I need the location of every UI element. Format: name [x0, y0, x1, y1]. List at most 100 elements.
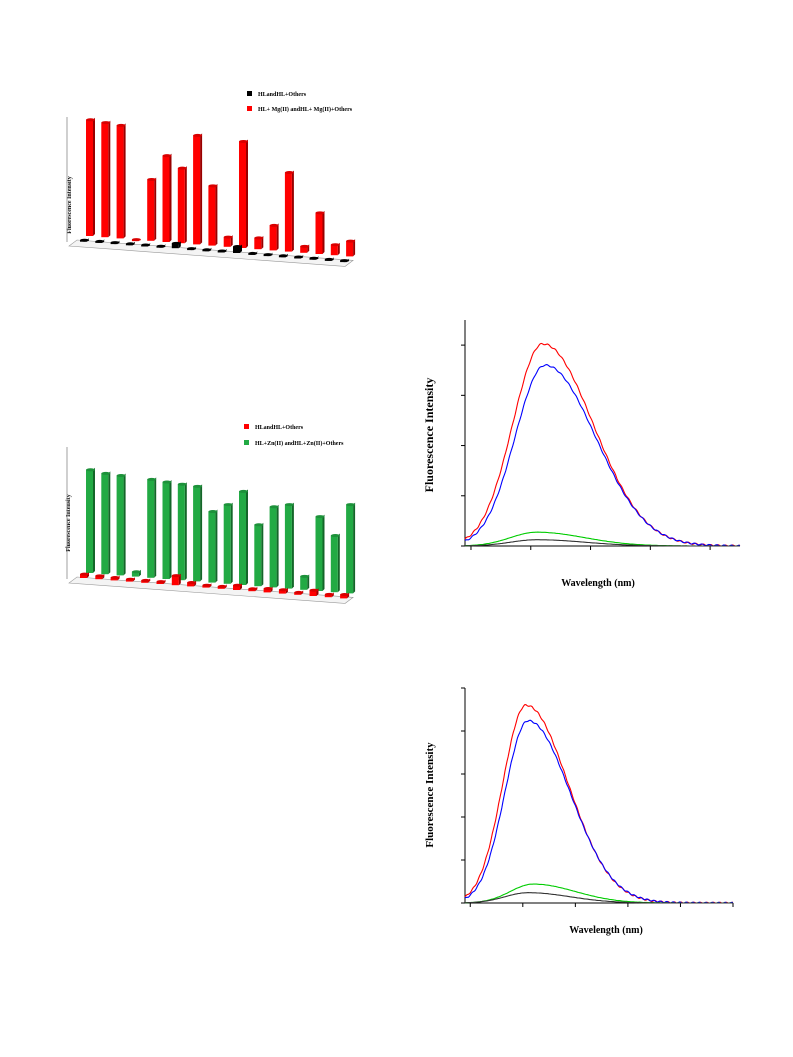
- bar-reference: [309, 256, 319, 260]
- bar-side: [215, 183, 218, 246]
- bar-side: [108, 471, 111, 575]
- bar-top: [269, 223, 279, 227]
- bar-reference: [125, 577, 135, 582]
- bar-top: [315, 211, 325, 215]
- bar-top: [239, 139, 248, 143]
- bar-reference: [187, 246, 197, 251]
- bar-main: [254, 522, 264, 587]
- bar-reference: [324, 257, 334, 261]
- bar-top: [330, 243, 340, 247]
- bar-reference: [187, 580, 197, 587]
- legend-label-1: HLandHL+Others: [255, 425, 304, 431]
- legend-label-2: HL+Zn(II) andHL+Zn(II)+Others: [255, 440, 344, 447]
- bar-top: [110, 576, 120, 580]
- bar-top: [208, 510, 218, 514]
- bar-top: [202, 248, 212, 252]
- bar-reference: [263, 586, 273, 593]
- bar-top: [86, 118, 95, 122]
- bar-main: [177, 482, 187, 581]
- bar-top: [193, 484, 203, 488]
- bar-face: [269, 506, 277, 588]
- bar-main: [101, 120, 111, 238]
- bar-face: [284, 172, 292, 252]
- bar-top: [80, 238, 89, 242]
- bar-top: [346, 239, 356, 243]
- bar-top: [187, 581, 197, 585]
- bar-reference: [217, 584, 227, 589]
- bar-reference: [340, 258, 350, 263]
- bar-face: [315, 516, 323, 591]
- bar-face: [171, 575, 179, 586]
- bar-top: [171, 574, 181, 578]
- bar-reference: [248, 251, 258, 255]
- legend: HLandHL+Others HL+Zn(II) andHL+Zn(II)+Ot…: [244, 424, 344, 447]
- bar-main: [239, 139, 248, 248]
- bar-main: [147, 177, 157, 241]
- bar-main: [254, 235, 264, 250]
- bar-face: [284, 504, 292, 589]
- bar-side: [108, 120, 111, 238]
- bar-main: [116, 123, 126, 239]
- bar-face: [147, 179, 155, 241]
- bar-reference: [95, 573, 105, 580]
- bar-side: [291, 170, 294, 252]
- bar-main: [162, 153, 172, 242]
- bar-side: [291, 502, 294, 589]
- bar-side: [261, 522, 264, 587]
- bar-side: [93, 467, 95, 573]
- bar-top: [125, 242, 135, 246]
- bar-face: [116, 475, 124, 576]
- spectrum-series-4: [465, 539, 740, 547]
- bar-side: [184, 482, 187, 581]
- bar-face: [208, 511, 216, 583]
- y-axis-label: Fluorescence Intensity: [424, 742, 436, 848]
- legend-swatch-green: [244, 440, 249, 445]
- bar-face: [116, 125, 124, 239]
- bar-top: [95, 574, 105, 578]
- legend-label-1: HLandHL+Others: [258, 92, 307, 98]
- bar-side: [276, 504, 279, 588]
- bar-main: [86, 117, 95, 236]
- bar-reference: [233, 244, 242, 253]
- bar-main: [223, 235, 233, 247]
- bar-face: [177, 168, 185, 244]
- bar-side: [246, 489, 248, 585]
- bar-top: [131, 238, 141, 242]
- legend-swatch-red: [247, 106, 252, 111]
- bar-reference: [294, 590, 304, 595]
- bar-reference: [248, 586, 258, 592]
- bar-main: [193, 484, 203, 582]
- bar-top: [208, 184, 218, 188]
- bar-side: [123, 123, 126, 239]
- floor-plane: [68, 239, 354, 267]
- bar-reference: [278, 253, 288, 258]
- bar-main: [300, 574, 310, 590]
- bar-main: [116, 473, 126, 576]
- bar-top: [284, 503, 294, 507]
- bar-reference: [80, 238, 89, 242]
- bar-face: [300, 246, 308, 253]
- bar-reference: [171, 241, 181, 249]
- bar-reference: [324, 592, 334, 598]
- bar-main: [177, 166, 187, 244]
- bar-reference: [110, 240, 120, 245]
- bar-top: [330, 534, 340, 538]
- bar-reference: [171, 573, 181, 586]
- bar-face: [162, 482, 170, 579]
- bar-top: [217, 584, 227, 588]
- bar-main: [131, 569, 141, 577]
- bar-top: [125, 577, 135, 581]
- bar-side: [322, 210, 325, 254]
- bar-chart-mg: HLandHL+Others HL+ Mg(II) andHL+ Mg(II)+…: [66, 91, 356, 267]
- spectrum-series-1: [464, 342, 741, 547]
- bar-face: [193, 135, 201, 245]
- bar-face: [233, 585, 240, 590]
- bar-reference: [233, 583, 242, 590]
- bar-top: [131, 570, 141, 574]
- bar-main: [284, 502, 294, 589]
- bar-face: [223, 504, 231, 584]
- bar-top: [101, 471, 111, 475]
- bar-reference: [217, 248, 227, 253]
- bar-top: [177, 166, 187, 170]
- bar-face: [193, 486, 201, 582]
